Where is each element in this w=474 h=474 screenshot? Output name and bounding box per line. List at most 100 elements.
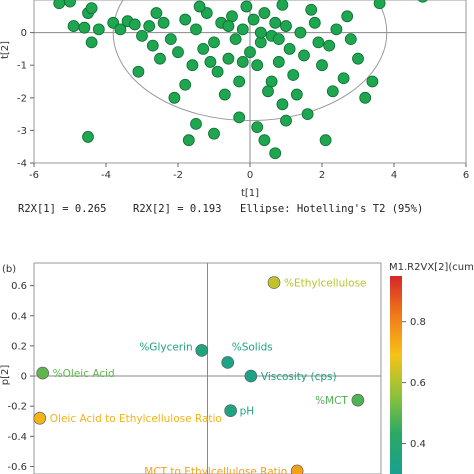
loading-y-tick-label: -0.2 [7, 402, 27, 413]
score-point [208, 127, 220, 140]
colorbar-tick-label: 0.4 [410, 439, 426, 450]
score-point [53, 0, 66, 10]
hotelling-ellipse [112, 0, 388, 122]
loading-point-label: %Glycerin [139, 341, 192, 353]
loading-point [33, 411, 47, 425]
score-point [290, 88, 303, 101]
loading-point [36, 366, 49, 380]
score-point [146, 39, 159, 52]
score-y-tick-label: 0 [21, 28, 27, 39]
score-point [64, 0, 76, 8]
loading-plot: (b) 0.6 0.4 0.2 0 -0.2 -0.4 -0.6 p[2] %Ethylce… [0, 262, 474, 474]
loading-point [290, 464, 304, 474]
loading-point-label: %MCT [315, 395, 348, 407]
colorbar-tick-label: 0.6 [410, 378, 426, 389]
score-x-tick-label: -6 [29, 170, 39, 181]
score-point [85, 2, 98, 15]
score-point [272, 56, 285, 68]
score-x-tick-label: 2 [319, 170, 325, 181]
score-point [312, 36, 325, 49]
panel-label-b: (b) [2, 264, 16, 275]
r2x1-stat: R2X[1] = 0.265 [18, 203, 107, 215]
score-point [78, 21, 91, 34]
score-point [240, 0, 253, 13]
score-point [265, 75, 278, 88]
score-point [85, 36, 98, 49]
score-x-tick-label: -2 [173, 170, 183, 181]
loading-y-tick-label: 0.6 [11, 281, 27, 292]
score-point [254, 36, 267, 49]
score-point [233, 75, 246, 88]
loading-y-tick-label: 0.4 [11, 311, 27, 322]
score-point [319, 134, 332, 147]
score-point [236, 23, 249, 36]
r2x2-stat: R2X[2] = 0.193 [133, 203, 222, 215]
score-point [269, 16, 282, 29]
score-y-tick-label: -1 [17, 61, 27, 72]
score-point [197, 43, 210, 55]
loading-y-axis-label: p[2] [0, 365, 11, 386]
score-point [294, 26, 307, 39]
score-point [236, 56, 249, 68]
score-point [233, 111, 246, 124]
score-point [190, 23, 202, 36]
score-point [330, 23, 343, 36]
score-point [258, 7, 271, 19]
loading-point-label: Viscosity (cps) [261, 371, 337, 383]
score-point [150, 7, 163, 19]
score-point [258, 134, 271, 147]
score-x-axis-label: t[1] [241, 188, 259, 199]
score-point [204, 56, 217, 68]
score-point [114, 23, 127, 36]
score-point [359, 91, 372, 104]
score-point [337, 72, 350, 85]
score-point [154, 52, 166, 65]
score-point [172, 46, 184, 59]
score-point [222, 20, 235, 32]
score-point [323, 39, 336, 52]
score-y-tick-label: -2 [17, 93, 27, 104]
score-point [128, 18, 141, 31]
score-point [283, 43, 296, 55]
score-point [272, 33, 285, 46]
score-point [269, 147, 282, 160]
score-point [251, 121, 264, 134]
score-y-tick-label: -4 [17, 159, 27, 170]
score-point [280, 114, 292, 127]
score-point [92, 23, 105, 36]
score-point [344, 33, 357, 46]
score-x-tick-label: 0 [247, 170, 253, 181]
score-point [222, 52, 235, 65]
loading-y-tick-label: 0.2 [11, 341, 27, 352]
score-y-axis-label: t[2] [0, 41, 11, 59]
loading-point-label: MCT to Ethylcellulose Ratio [144, 466, 287, 474]
score-point [280, 20, 292, 32]
loading-y-tick-label: 0 [21, 372, 27, 383]
score-point [251, 59, 264, 72]
score-point [298, 49, 310, 62]
loading-point-label: %Solids [232, 341, 273, 353]
loading-y-tick-label: -0.6 [7, 462, 27, 473]
score-point [366, 75, 379, 88]
score-point [190, 117, 202, 130]
score-x-tick-label: 6 [463, 170, 469, 181]
colorbar-tick-label: 0.8 [410, 317, 426, 328]
score-point [67, 20, 80, 32]
score-point [308, 16, 321, 29]
score-point [254, 26, 267, 39]
score-point [164, 33, 177, 46]
loading-point-label: Oleic Acid to Ethylcellulose Ratio [50, 413, 222, 425]
score-point [132, 65, 145, 78]
score-point [276, 0, 289, 11]
score-point [326, 85, 339, 98]
loading-point-label: %Ethylcellulose [284, 278, 367, 290]
ellipse-stat: Ellipse: Hotelling's T2 (95%) [240, 203, 423, 215]
colorbar-title: M1.R2VX[2](cum) [389, 262, 474, 273]
score-point [244, 46, 256, 59]
score-point [226, 10, 238, 23]
score-point [276, 98, 289, 111]
score-plot: -6 -4 -2 0 2 4 6 0-1-2-3-4 t[1] t[2] R2X[1] = … [0, 0, 469, 215]
loading-point [351, 393, 365, 407]
score-point [218, 88, 231, 101]
